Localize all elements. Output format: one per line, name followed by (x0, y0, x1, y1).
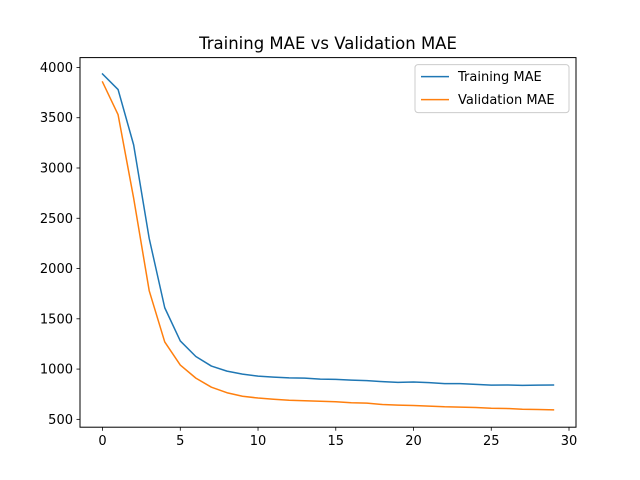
x-tick-label: 5 (176, 434, 184, 449)
legend-box (414, 64, 570, 114)
y-tick-label: 2500 (40, 212, 73, 227)
x-tick-label: 10 (250, 434, 267, 449)
series-line-validation-mae (101, 81, 555, 411)
legend: Training MAE Validation MAE (414, 64, 570, 114)
x-tick-label: 20 (405, 434, 422, 449)
legend-label: Validation MAE (458, 93, 555, 108)
y-tick-label: 4000 (40, 61, 73, 76)
series-lines (101, 72, 555, 411)
y-tick-label: 2000 (40, 262, 73, 277)
y-tick-label: 1500 (40, 312, 73, 327)
y-axis-ticks: 500 1000 1500 2000 2500 3000 3500 4000 (40, 61, 80, 428)
x-axis-ticks: 0 5 10 15 20 25 30 (98, 427, 577, 449)
x-tick-label: 0 (98, 434, 106, 449)
y-tick-label: 3500 (40, 111, 73, 126)
x-tick-label: 15 (328, 434, 345, 449)
y-tick-label: 3000 (40, 161, 73, 176)
chart-title: Training MAE vs Validation MAE (198, 34, 457, 53)
y-tick-label: 1000 (40, 363, 73, 378)
x-tick-label: 30 (561, 434, 578, 449)
series-line-training-mae (101, 72, 555, 387)
legend-label: Training MAE (457, 70, 542, 85)
plot-area (79, 57, 577, 428)
axes-frame (79, 57, 577, 428)
x-tick-label: 25 (483, 434, 500, 449)
y-tick-label: 500 (48, 413, 73, 428)
